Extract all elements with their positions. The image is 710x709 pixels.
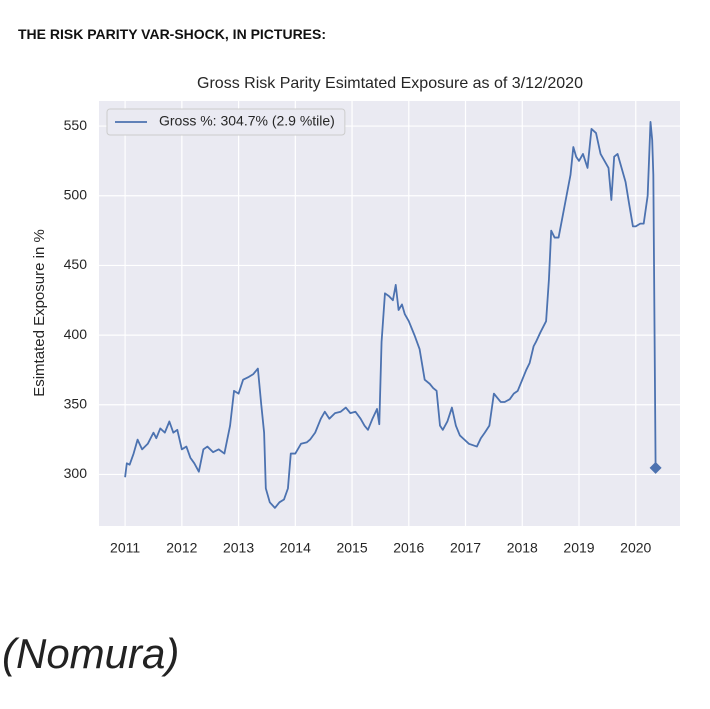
x-tick-label: 2020 xyxy=(620,540,651,556)
y-tick-label: 500 xyxy=(64,186,88,202)
x-tick-label: 2018 xyxy=(507,540,538,556)
plot-area xyxy=(99,101,680,526)
last-point-marker xyxy=(649,461,662,474)
y-tick-label: 350 xyxy=(64,395,88,411)
chart: Gross Risk Parity Esimtated Exposure as … xyxy=(31,75,680,556)
legend-label: Gross %: 304.7% (2.9 %tile) xyxy=(159,113,335,129)
line xyxy=(124,121,657,509)
heading: THE RISK PARITY VAR-SHOCK, IN PICTURES: xyxy=(18,26,327,42)
x-tick-label: 2017 xyxy=(450,540,481,556)
chart-title: Gross Risk Parity Esimtated Exposure as … xyxy=(197,75,583,92)
x-tick-label: 2019 xyxy=(563,540,594,556)
x-tick-label: 2015 xyxy=(336,540,367,556)
x-tick-label: 2016 xyxy=(393,540,424,556)
x-tick-label: 2014 xyxy=(280,540,311,556)
x-tick-label: 2012 xyxy=(166,540,197,556)
source: (Nomura) xyxy=(2,630,180,677)
y-tick-label: 550 xyxy=(64,117,88,133)
x-tick-label: 2011 xyxy=(110,540,140,556)
y-tick-label: 400 xyxy=(64,326,88,342)
y-axis-label: Esimtated Exposure in % xyxy=(31,229,48,397)
x-tick-label: 2013 xyxy=(223,540,254,556)
y-tick-label: 300 xyxy=(64,465,88,481)
y-tick-label: 450 xyxy=(64,256,88,272)
legend-box xyxy=(106,108,346,136)
